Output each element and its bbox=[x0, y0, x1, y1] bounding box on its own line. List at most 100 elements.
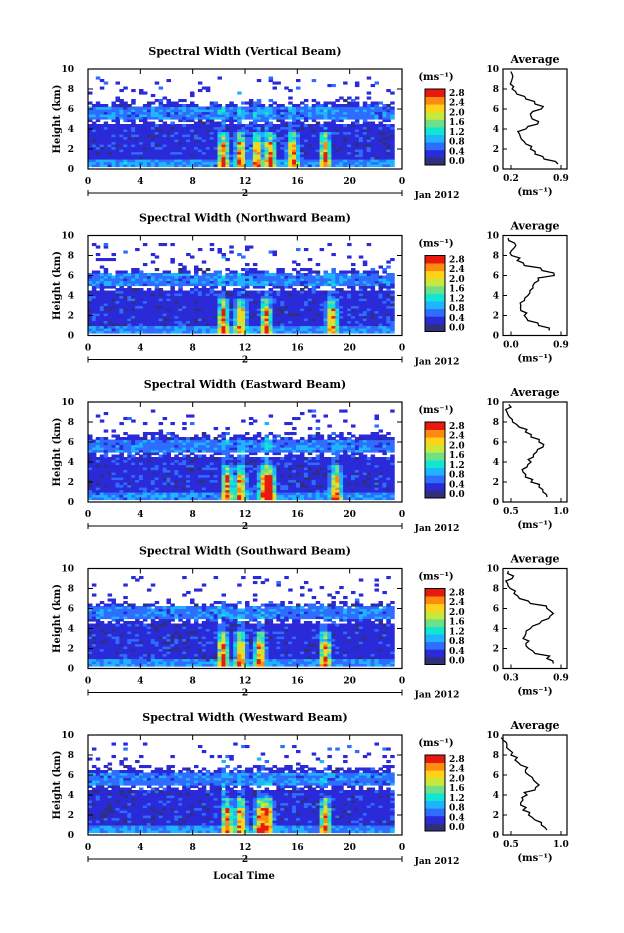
heatmap-cell bbox=[229, 271, 234, 274]
heatmap-cell bbox=[131, 99, 136, 102]
x-tick-label: 20 bbox=[343, 344, 356, 354]
heatmap-cell bbox=[331, 84, 336, 87]
colorbar-tick-label: 1.2 bbox=[449, 294, 465, 304]
heatmap-cell bbox=[335, 273, 340, 276]
heatmap-cell bbox=[288, 97, 293, 100]
heatmap-cell bbox=[390, 92, 395, 95]
heatmap-cell bbox=[379, 107, 384, 110]
x-tick-label: 20 bbox=[343, 177, 356, 187]
heatmap-cell bbox=[92, 271, 97, 274]
heatmap-cell bbox=[261, 271, 266, 274]
heatmap-cell bbox=[127, 273, 132, 276]
heatmap-cell bbox=[324, 102, 329, 105]
heatmap-cell bbox=[304, 104, 309, 107]
heatmap-cell bbox=[320, 248, 325, 251]
heatmap-cell bbox=[386, 266, 391, 269]
heatmap-cell bbox=[100, 455, 105, 458]
heatmap-cell bbox=[225, 432, 230, 435]
heatmap-cell bbox=[257, 79, 262, 82]
heatmap-cell bbox=[112, 253, 117, 256]
chart-panel-1: Spectral Width (Northward Beam)0246810He… bbox=[52, 212, 569, 368]
colorbar-segment bbox=[425, 301, 445, 309]
heatmap-cell bbox=[147, 122, 152, 125]
heatmap-cell bbox=[269, 273, 274, 276]
heatmap-cell bbox=[261, 291, 266, 294]
heatmap-cell bbox=[347, 243, 352, 246]
heatmap-cell bbox=[198, 248, 203, 251]
heatmap-cell bbox=[147, 102, 152, 105]
heatmap-cell bbox=[198, 82, 203, 85]
heatmap-cell bbox=[300, 288, 305, 291]
x-tick-label: 16 bbox=[291, 344, 304, 354]
heatmap-cell bbox=[249, 99, 254, 102]
heatmap-cell bbox=[245, 107, 250, 110]
heatmap-cell bbox=[241, 107, 246, 110]
heatmap-cell bbox=[88, 435, 93, 438]
heatmap-cell bbox=[343, 104, 348, 107]
heatmap-cell bbox=[304, 99, 309, 102]
heatmap-cell bbox=[104, 104, 109, 107]
colorbar-tick-label: 0.4 bbox=[449, 147, 465, 157]
heatmap-cell bbox=[335, 124, 340, 127]
heatmap-cell bbox=[265, 107, 270, 110]
heatmap-cell bbox=[390, 102, 395, 105]
colorbar-tick-label: 0.0 bbox=[449, 157, 465, 167]
avg-profile-line bbox=[510, 72, 558, 165]
heatmap-cell bbox=[273, 102, 278, 105]
heatmap-cell bbox=[265, 291, 270, 294]
heatmap-cell bbox=[300, 107, 305, 110]
heatmap-cells bbox=[88, 77, 395, 168]
heatmap-cell bbox=[245, 102, 250, 105]
heatmap-cell bbox=[367, 243, 372, 246]
heatmap-cell bbox=[308, 107, 313, 110]
heatmap-cell bbox=[198, 268, 203, 271]
heatmap-cell bbox=[182, 99, 187, 102]
colorbar-segment bbox=[425, 119, 445, 127]
heatmap-cell bbox=[151, 457, 156, 460]
heatmap-cell bbox=[382, 124, 387, 127]
y-tick-label: 10 bbox=[61, 65, 74, 75]
heatmap-cell bbox=[386, 124, 391, 127]
heatmap-cell bbox=[308, 268, 313, 271]
heatmap-cell bbox=[375, 82, 380, 85]
heatmap-cell bbox=[210, 243, 215, 246]
heatmap-cell bbox=[276, 268, 281, 271]
heatmap-cell bbox=[304, 268, 309, 271]
x-tick-label: 12 bbox=[239, 177, 252, 187]
colorbar-segment bbox=[425, 309, 445, 317]
heatmap-cell bbox=[253, 291, 258, 294]
heatmap-cell bbox=[100, 258, 105, 261]
heatmap-cell bbox=[296, 271, 301, 274]
colorbar-unit: (ms⁻¹) bbox=[418, 239, 453, 250]
heatmap-cell bbox=[304, 273, 309, 276]
heatmap-cell bbox=[174, 435, 179, 438]
heatmap-cell bbox=[288, 291, 293, 294]
heatmap-cell bbox=[100, 124, 105, 127]
heatmap-cell bbox=[222, 107, 227, 110]
heatmap-cell bbox=[194, 104, 199, 107]
heatmap-cell bbox=[284, 122, 289, 125]
heatmap-cell bbox=[206, 87, 211, 90]
heatmap-cell bbox=[190, 457, 195, 460]
heatmap-cell bbox=[386, 261, 391, 264]
heatmap-cell bbox=[194, 266, 199, 269]
heatmap-cell bbox=[320, 124, 325, 127]
heatmap-cell bbox=[159, 273, 164, 276]
heatmap-cell bbox=[88, 92, 93, 95]
heatmap-cell bbox=[163, 417, 168, 420]
heatmap-cell bbox=[214, 427, 219, 430]
heatmap-cell bbox=[190, 124, 195, 127]
heatmap-cell bbox=[327, 102, 332, 105]
heatmap-cell bbox=[359, 273, 364, 276]
heatmap-cell bbox=[108, 124, 113, 127]
heatmap-cell bbox=[178, 104, 183, 107]
heatmap-cell bbox=[190, 288, 195, 291]
heatmap-cell bbox=[151, 107, 156, 110]
date-label: Jan 2012 bbox=[414, 191, 460, 201]
avg-y-tick-label: 10 bbox=[486, 65, 499, 75]
heatmap-cell bbox=[386, 104, 391, 107]
x-tick-label: 8 bbox=[190, 344, 196, 354]
x-axis-title: Local Time bbox=[213, 871, 275, 882]
heatmap-cell bbox=[170, 122, 175, 125]
heatmap-cell bbox=[214, 122, 219, 125]
